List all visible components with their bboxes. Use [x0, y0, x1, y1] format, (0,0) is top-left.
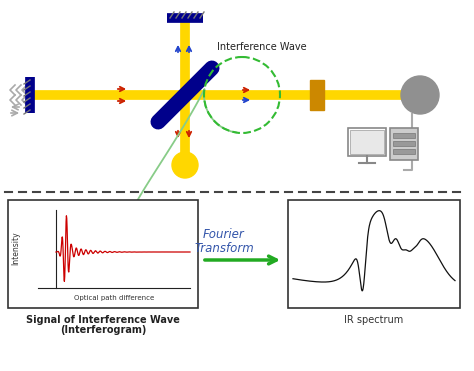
Text: Signal of Interference Wave: Signal of Interference Wave — [26, 315, 180, 325]
Circle shape — [401, 76, 439, 114]
Bar — [393, 133, 415, 138]
Text: Transform: Transform — [194, 242, 254, 255]
Bar — [390, 128, 418, 160]
Bar — [348, 128, 386, 156]
Bar — [393, 149, 415, 154]
Bar — [310, 80, 324, 110]
Text: Optical path difference: Optical path difference — [74, 295, 154, 301]
Text: IR spectrum: IR spectrum — [345, 315, 404, 325]
Text: Intensity: Intensity — [11, 231, 20, 265]
Bar — [350, 130, 384, 154]
Bar — [288, 200, 460, 308]
Bar — [8, 200, 198, 308]
Text: Interference Wave: Interference Wave — [217, 42, 307, 52]
Bar — [393, 141, 415, 146]
Text: Fourier: Fourier — [203, 228, 245, 241]
Circle shape — [172, 152, 198, 178]
Text: (Interferogram): (Interferogram) — [60, 325, 146, 335]
